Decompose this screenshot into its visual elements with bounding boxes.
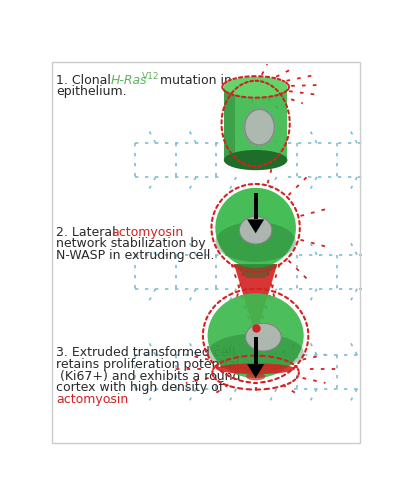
Ellipse shape	[245, 372, 265, 380]
Text: .: .	[107, 392, 111, 406]
Polygon shape	[223, 87, 287, 160]
Text: actomyosin: actomyosin	[56, 392, 128, 406]
Text: retains proliferation potential: retains proliferation potential	[56, 358, 239, 371]
Text: H-Ras: H-Ras	[110, 74, 147, 87]
Ellipse shape	[223, 150, 287, 170]
Polygon shape	[247, 220, 263, 233]
Text: 1. Clonal: 1. Clonal	[56, 74, 115, 87]
Text: network stabilization by: network stabilization by	[56, 237, 206, 250]
Ellipse shape	[223, 77, 287, 97]
Text: 2. Lateral: 2. Lateral	[56, 226, 120, 238]
Ellipse shape	[207, 294, 303, 378]
Polygon shape	[223, 87, 234, 160]
Polygon shape	[233, 264, 277, 278]
Ellipse shape	[215, 222, 295, 262]
Text: V12: V12	[141, 72, 159, 80]
Text: cortex with high density of: cortex with high density of	[56, 381, 223, 394]
Text: epithelium.: epithelium.	[56, 86, 127, 98]
Ellipse shape	[245, 324, 281, 351]
Ellipse shape	[216, 364, 294, 374]
Bar	[253, 193, 257, 220]
Ellipse shape	[239, 216, 271, 244]
Text: actomyosin: actomyosin	[111, 226, 183, 238]
Text: N-WASP in extruding cell.: N-WASP in extruding cell.	[56, 248, 214, 262]
Polygon shape	[233, 264, 277, 326]
Ellipse shape	[244, 110, 273, 145]
Ellipse shape	[215, 188, 295, 268]
Bar	[253, 337, 257, 364]
Text: 3. Extruded transformed cell: 3. Extruded transformed cell	[56, 346, 235, 360]
Text: (Ki67+) and exhibits a round: (Ki67+) and exhibits a round	[56, 370, 240, 382]
Text: mutation in: mutation in	[155, 74, 231, 87]
Polygon shape	[247, 364, 263, 378]
Ellipse shape	[207, 334, 303, 372]
